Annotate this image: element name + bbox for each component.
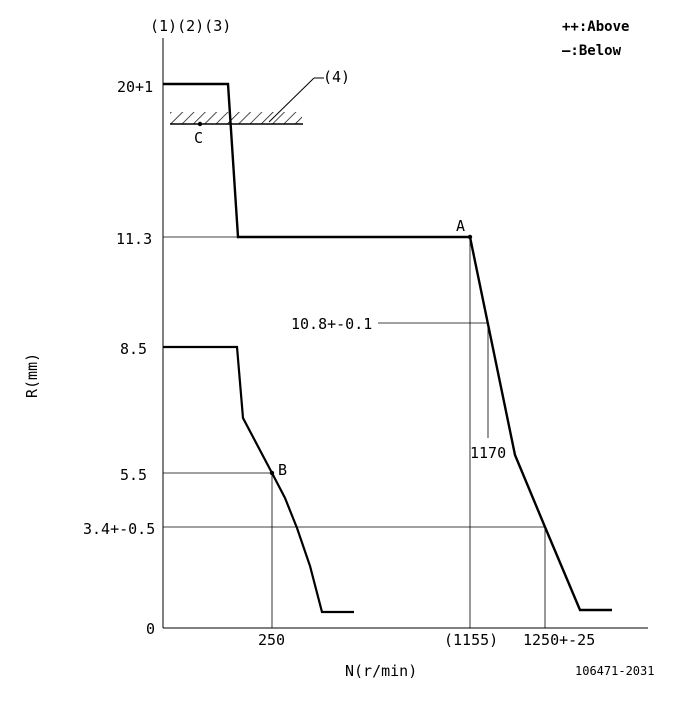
x-tick-1155: (1155) xyxy=(444,631,498,649)
y-tick-3-4: 3.4+-0.5 xyxy=(83,520,155,538)
y-tick-20: 20+1 xyxy=(117,78,153,96)
point-a-marker xyxy=(467,234,473,240)
x-tick-1250: 1250+-25 xyxy=(523,631,595,649)
stopper-hatch xyxy=(170,112,302,124)
y-tick-0: 0 xyxy=(146,620,155,638)
upper-curve xyxy=(163,82,612,612)
point-a-label: A xyxy=(456,217,465,235)
point-c-label: C xyxy=(194,129,203,147)
point-b-marker xyxy=(269,470,275,476)
point-b-label: B xyxy=(278,461,287,479)
point-c-marker xyxy=(197,121,203,127)
x-axis-title: N(r/min) xyxy=(345,662,417,680)
y-axis-title: R(mm) xyxy=(23,353,41,398)
stopper-label: (4) xyxy=(323,68,350,86)
label-10-8: 10.8+-0.1 xyxy=(291,315,372,333)
legend-above: ++:Above xyxy=(562,19,629,35)
stopper-leader xyxy=(268,77,315,123)
y-tick-11-3: 11.3 xyxy=(116,230,152,248)
y-tick-8-5: 8.5 xyxy=(120,340,147,358)
legend-below: —:Below xyxy=(562,43,622,59)
x-tick-250: 250 xyxy=(258,631,285,649)
lower-curve xyxy=(163,345,354,614)
y-tick-5-5: 5.5 xyxy=(120,466,147,484)
label-1170: 1170 xyxy=(470,444,506,462)
header-items: (1)(2)(3) xyxy=(150,17,231,35)
footer-code: 106471-2031 xyxy=(575,664,654,678)
